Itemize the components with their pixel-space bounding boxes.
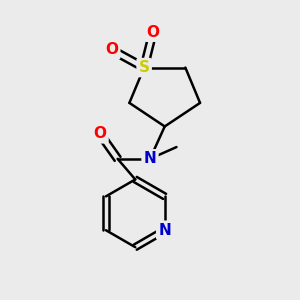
Text: N: N (158, 223, 171, 238)
Text: O: O (146, 25, 159, 40)
Text: O: O (105, 42, 118, 57)
Text: S: S (139, 60, 150, 75)
Text: N: N (144, 151, 156, 166)
Text: O: O (93, 126, 106, 141)
